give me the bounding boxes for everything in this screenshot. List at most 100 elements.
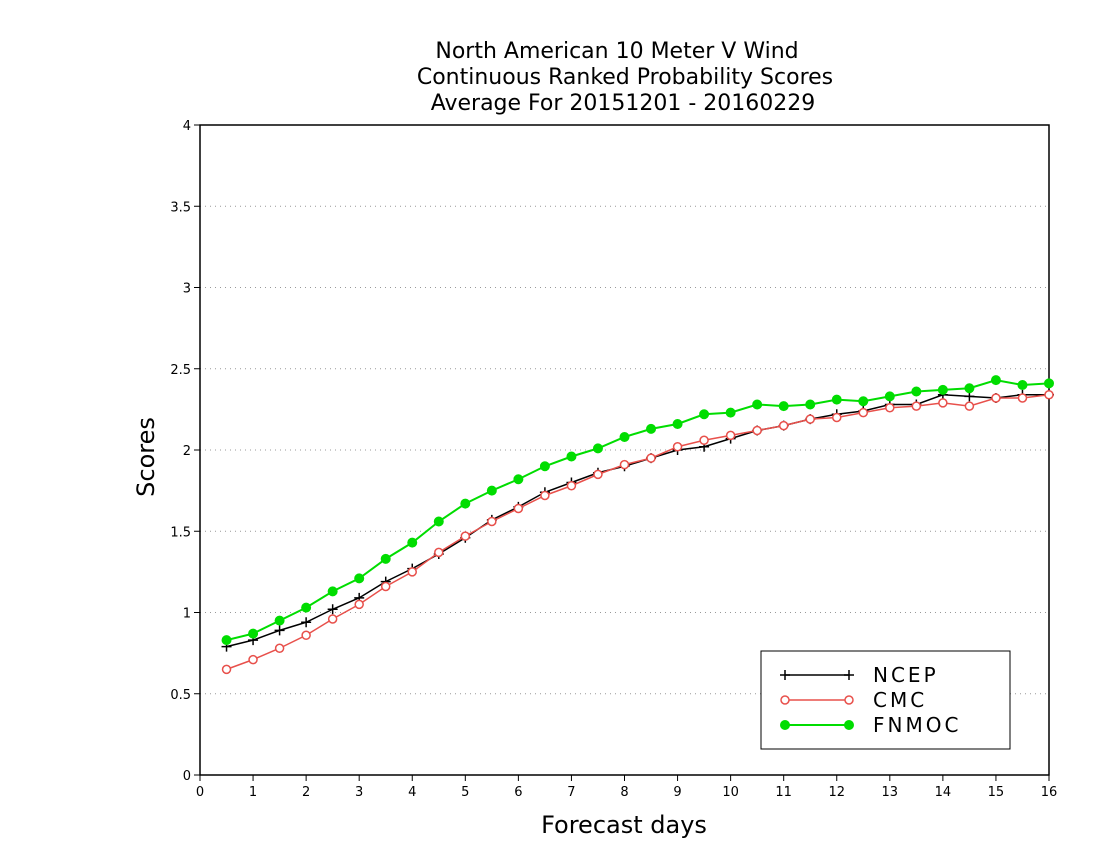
y-tick-label: 2.5 <box>170 363 191 378</box>
data-point-fnmoc <box>486 485 497 496</box>
data-point-fnmoc <box>964 383 975 394</box>
data-point-fnmoc <box>301 602 312 613</box>
data-point-fnmoc <box>646 423 657 434</box>
x-tick-label: 0 <box>196 785 204 800</box>
data-point-cmc <box>911 401 922 411</box>
x-tick-label: 13 <box>882 785 899 800</box>
legend-marker-cmc <box>844 695 854 705</box>
data-point-cmc <box>487 516 497 527</box>
series-cmc <box>221 390 1054 675</box>
data-point-fnmoc <box>911 386 922 397</box>
data-point-fnmoc <box>1044 378 1054 389</box>
x-tick-label: 3 <box>355 785 363 800</box>
data-point-cmc <box>248 654 258 665</box>
data-point-cmc <box>858 407 869 418</box>
data-point-cmc <box>354 599 364 610</box>
data-point-fnmoc <box>592 443 603 454</box>
x-tick-label: 14 <box>935 785 952 800</box>
data-point-cmc <box>593 469 603 480</box>
data-point-cmc <box>991 393 1001 403</box>
y-tick-label: 4 <box>183 119 191 134</box>
data-point-cmc <box>778 420 789 431</box>
y-axis-ticks: 0 0.5 1 1.5 2 2.5 3 3.5 4 <box>170 119 200 784</box>
data-point-fnmoc <box>433 516 444 527</box>
x-tick-label: 15 <box>988 785 1005 800</box>
data-point-fnmoc <box>566 451 577 462</box>
data-point-fnmoc <box>805 399 816 410</box>
data-point-cmc <box>301 630 311 640</box>
data-point-fnmoc <box>937 384 948 395</box>
data-point-fnmoc <box>752 399 763 410</box>
data-point-ncep <box>274 625 285 636</box>
y-tick-label: 0 <box>183 769 191 784</box>
data-point-fnmoc <box>990 375 1001 386</box>
series-layer <box>221 375 1054 675</box>
x-tick-label: 10 <box>722 785 739 800</box>
y-tick-label: 2 <box>183 444 191 459</box>
data-point-cmc <box>513 503 524 514</box>
data-point-cmc <box>805 414 815 424</box>
data-point-fnmoc <box>539 461 550 472</box>
data-point-fnmoc <box>699 409 710 420</box>
data-point-cmc <box>380 581 391 592</box>
legend-label-fnmoc: FNMOC <box>873 713 961 737</box>
data-point-cmc <box>221 664 232 675</box>
y-tick-label: 1 <box>183 607 191 622</box>
x-tick-label: 9 <box>673 785 681 800</box>
data-point-cmc <box>274 643 285 653</box>
data-point-fnmoc <box>858 396 869 407</box>
data-point-fnmoc <box>327 586 338 597</box>
data-point-fnmoc <box>1017 380 1028 390</box>
data-point-cmc <box>434 547 444 558</box>
data-point-fnmoc <box>725 407 736 418</box>
data-point-cmc <box>566 481 577 491</box>
data-point-fnmoc <box>221 635 232 646</box>
x-tick-label: 1 <box>249 785 257 800</box>
x-tick-label: 12 <box>828 785 845 800</box>
legend-label-cmc: CMC <box>873 688 927 712</box>
gridlines <box>200 205 1049 695</box>
series-line-cmc <box>226 394 1050 671</box>
x-tick-label: 11 <box>775 785 792 800</box>
data-point-cmc <box>646 453 656 463</box>
data-point-cmc <box>832 412 842 423</box>
data-point-fnmoc <box>778 401 789 412</box>
title-line-1: North American 10 Meter V Wind <box>435 39 798 64</box>
legend-item-fnmoc: FNMOC <box>780 713 961 737</box>
x-tick-label: 16 <box>1041 785 1058 800</box>
legend-item-ncep: NCEP <box>780 663 936 687</box>
data-point-cmc <box>725 430 736 441</box>
x-tick-label: 2 <box>302 785 310 800</box>
data-point-fnmoc <box>274 615 285 626</box>
x-tick-label: 5 <box>461 785 469 800</box>
data-point-cmc <box>699 435 709 445</box>
data-point-cmc <box>1017 393 1028 403</box>
y-tick-label: 3.5 <box>170 200 191 215</box>
title-line-3: Average For 20151201 - 20160229 <box>431 91 816 116</box>
data-point-cmc <box>327 614 338 624</box>
x-tick-label: 4 <box>408 785 416 800</box>
data-point-cmc <box>752 425 762 436</box>
data-point-cmc <box>1044 390 1054 400</box>
data-point-fnmoc <box>407 537 418 548</box>
legend-item-cmc: CMC <box>780 688 927 712</box>
x-tick-label: 6 <box>514 785 522 800</box>
data-point-cmc <box>885 403 895 413</box>
data-point-cmc <box>460 531 471 541</box>
data-point-cmc <box>540 490 550 501</box>
series-fnmoc <box>221 375 1054 646</box>
data-point-fnmoc <box>672 419 683 429</box>
data-point-fnmoc <box>884 391 895 402</box>
legend-marker-ncep <box>844 670 854 680</box>
x-axis-ticks: 0 1 2 3 4 5 6 7 8 9 10 11 12 13 14 15 16 <box>196 775 1057 800</box>
data-point-ncep <box>327 604 338 615</box>
legend-marker-fnmoc <box>844 720 854 730</box>
data-point-fnmoc <box>513 474 524 485</box>
legend-marker-ncep <box>780 670 790 680</box>
chart-title: North American 10 Meter V Wind Continuou… <box>417 39 833 116</box>
x-tick-label: 7 <box>567 785 575 800</box>
x-tick-label: 8 <box>620 785 628 800</box>
